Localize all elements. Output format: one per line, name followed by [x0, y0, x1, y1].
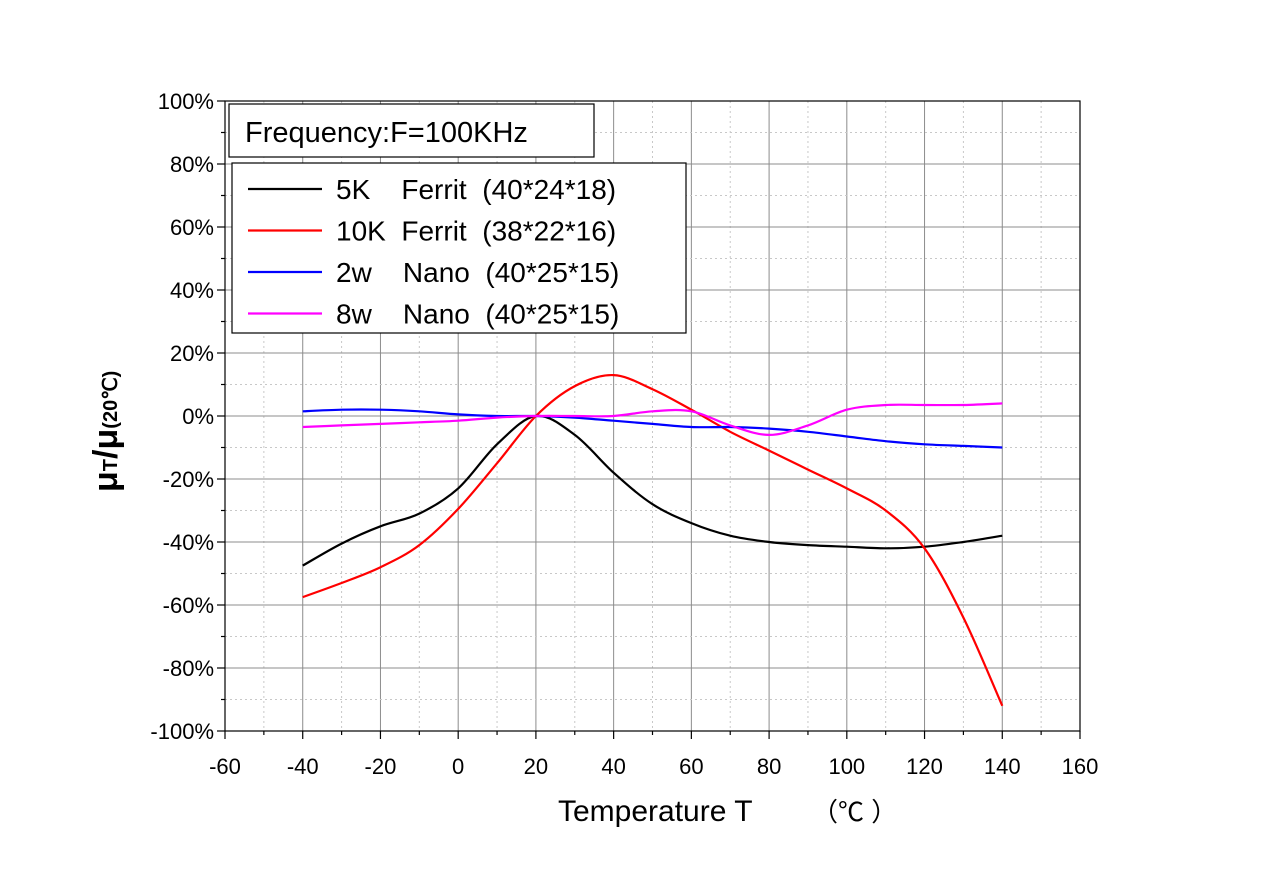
- x-tick-label: -40: [287, 754, 319, 779]
- x-tick-label: 140: [984, 754, 1021, 779]
- x-tick-label: 20: [524, 754, 548, 779]
- x-tick-label: 40: [601, 754, 625, 779]
- y-tick-label: 40%: [170, 278, 214, 303]
- y-tick-labels: -100% -80% -60% -40% -20% 0% 20% 40% 60% 80% 100%: [150, 89, 214, 744]
- y-axis-title: μT/μ(20℃): [87, 371, 125, 492]
- y-tick-label: -20%: [163, 467, 214, 492]
- y-tick-label: 100%: [158, 89, 214, 114]
- x-tick-labels: -60 -40 -20 0 20 40 60 80 100 120 140 160: [209, 754, 1098, 779]
- series-line-4: [302, 402, 1003, 437]
- y-tick-label: -40%: [163, 530, 214, 555]
- y-axis-mu-t: μ: [87, 471, 125, 492]
- legend-box: [231, 162, 687, 334]
- x-tick-label: 100: [828, 754, 865, 779]
- x-tick-label: 60: [679, 754, 703, 779]
- y-axis-slash: /: [87, 449, 125, 459]
- y-tick-label: 0%: [182, 404, 214, 429]
- series-line-1: [302, 414, 1003, 567]
- x-tick-label: 160: [1062, 754, 1099, 779]
- x-tick-label: -60: [209, 754, 241, 779]
- legend: 5K Ferrit (40*24*18) 10K Ferrit (38*22*16…: [231, 162, 687, 334]
- legend-label-4: 8w Nano (40*25*15): [336, 299, 619, 330]
- y-tick-label: 80%: [170, 152, 214, 177]
- y-axis-mu-ref: μ: [87, 429, 125, 450]
- y-tick-label: -60%: [163, 593, 214, 618]
- legend-label-3: 2w Nano (40*25*15): [336, 257, 619, 288]
- series-line-3: [302, 408, 1003, 449]
- y-tick-label: -100%: [150, 719, 214, 744]
- y-axis-ref-subscript: (20℃): [100, 371, 122, 429]
- legend-label-2: 10K Ferrit (38*22*16): [336, 216, 616, 247]
- legend-label-1: 5K Ferrit (40*24*18): [336, 174, 616, 205]
- y-axis-t-subscript: T: [100, 459, 122, 471]
- y-tick-label: -80%: [163, 656, 214, 681]
- frequency-annotation-text: Frequency:F=100KHz: [245, 117, 528, 149]
- x-tick-label: 80: [757, 754, 781, 779]
- x-tick-label: 120: [906, 754, 943, 779]
- series-line-2: [302, 373, 1004, 707]
- x-axis-unit: （℃ ）: [812, 797, 897, 827]
- axis-ticks: [217, 100, 1081, 739]
- y-tick-label: 20%: [170, 341, 214, 366]
- series-lines: [302, 373, 1004, 707]
- x-tick-label: -20: [365, 754, 397, 779]
- x-axis-title: Temperature T: [558, 795, 753, 828]
- y-tick-label: 60%: [170, 215, 214, 240]
- svg-text:μT/μ(20℃): μT/μ(20℃): [87, 371, 125, 492]
- frequency-annotation: Frequency:F=100KHz: [228, 103, 595, 158]
- x-tick-label: 0: [452, 754, 464, 779]
